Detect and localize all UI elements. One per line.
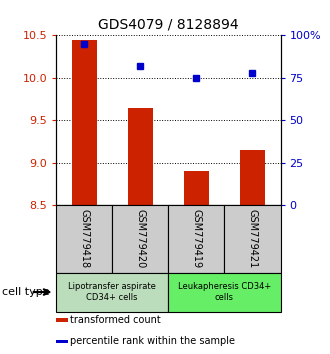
Text: Leukapheresis CD34+
cells: Leukapheresis CD34+ cells xyxy=(178,282,271,302)
Bar xyxy=(72,40,97,205)
Bar xyxy=(224,205,280,273)
Text: GSM779419: GSM779419 xyxy=(191,209,201,269)
Text: percentile rank within the sample: percentile rank within the sample xyxy=(70,336,235,346)
Bar xyxy=(56,205,112,273)
Bar xyxy=(168,273,280,312)
Text: GSM779421: GSM779421 xyxy=(248,209,257,269)
Text: cell type: cell type xyxy=(2,287,49,297)
Bar xyxy=(56,273,168,312)
Text: transformed count: transformed count xyxy=(70,315,161,325)
Text: Lipotransfer aspirate
CD34+ cells: Lipotransfer aspirate CD34+ cells xyxy=(68,282,156,302)
Bar xyxy=(128,108,153,205)
Bar xyxy=(56,339,68,343)
Text: GSM779418: GSM779418 xyxy=(79,209,89,269)
Bar xyxy=(112,205,168,273)
Bar xyxy=(240,150,265,205)
Title: GDS4079 / 8128894: GDS4079 / 8128894 xyxy=(98,17,239,32)
Bar xyxy=(184,171,209,205)
Bar xyxy=(56,318,68,322)
Bar xyxy=(168,205,224,273)
Text: GSM779420: GSM779420 xyxy=(135,209,145,269)
